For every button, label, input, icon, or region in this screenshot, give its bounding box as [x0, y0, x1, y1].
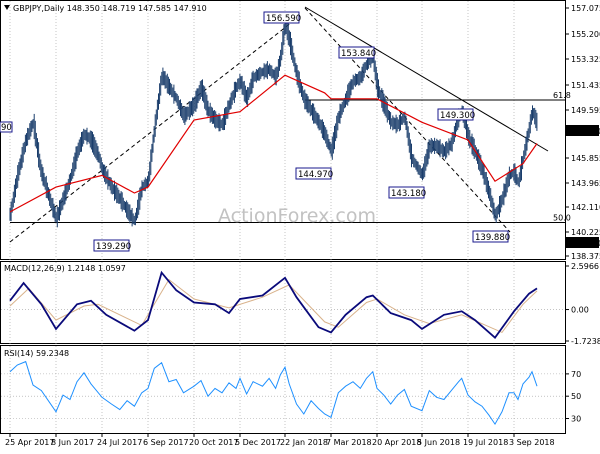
left-edge-label: 90: [1, 123, 12, 133]
macd-y-tick-label: -1.7238: [571, 337, 600, 346]
y-axes: 157.075 155.200 153.325 151.435 149.595 147.9…: [0, 4, 600, 424]
price-axis-marker-label: 139.290: [570, 239, 600, 248]
fib-swing-line-down: [304, 7, 511, 233]
price-annotation-label: 139.290: [96, 242, 131, 252]
x-tick-label: 19 Jul 2018: [463, 438, 508, 447]
price-y-tick-label: 149.595: [571, 106, 600, 115]
price-annotation-box: [263, 11, 300, 24]
price-annotation-label: 144.970: [298, 170, 333, 180]
price-y-tick-label: 138.375: [571, 252, 600, 261]
macd-lines: [1, 270, 565, 340]
rsi-title: RSI(14) 59.2348: [4, 349, 69, 358]
price-annotation-label: 139.880: [475, 233, 510, 243]
x-tick-label: 22 Jan 2018: [280, 438, 328, 447]
price-title: GBPJPY,Daily 148.350 148.719 147.585 147…: [4, 4, 207, 13]
title-triangle-icon: [4, 5, 10, 10]
moving-average-line: [9, 74, 538, 213]
x-tick-label: 5 Dec 2017: [235, 438, 281, 447]
rsi-y-tick-label: 50: [571, 392, 581, 401]
x-tick-label: 20 Apr 2018: [372, 438, 421, 447]
price-series: [9, 15, 538, 228]
x-tick-label: 24 Jul 2017: [97, 438, 142, 447]
x-tick-label: 8 Jun 2017: [51, 438, 94, 447]
price-annotation-box: [93, 239, 130, 252]
price-annotation-box: [472, 230, 509, 243]
price-y-tick-label: 151.435: [571, 81, 600, 90]
rsi-line-series: [9, 360, 538, 426]
rsi-y-tick-label: 30: [571, 415, 581, 424]
price-y-tick-label: 153.325: [571, 55, 600, 64]
macd-panel-frame: [0, 261, 566, 344]
macd-main-line: [9, 270, 538, 340]
price-y-tick-label: 143.965: [571, 179, 600, 188]
price-y-tick-label: 140.225: [571, 228, 600, 237]
fib-level-label: 50.0: [553, 213, 571, 222]
price-annotation-label: 149.300: [440, 111, 475, 121]
price-title-text: GBPJPY,Daily 148.350 148.719 147.585 147…: [13, 4, 207, 13]
price-y-tick-label: 142.110: [571, 203, 600, 212]
macd-y-tick-label: 0.00: [571, 306, 589, 315]
moving-average: [9, 74, 538, 213]
rsi-line: [1, 360, 565, 426]
x-tick-label: 7 Mar 2018: [326, 438, 372, 447]
x-tick-label: 3 Sep 2018: [509, 438, 555, 447]
rsi-panel-frame: [0, 345, 566, 434]
fibonacci-levels: 61.8 50.0: [10, 91, 571, 223]
price-annotation-box: [437, 108, 474, 121]
price-annotation-label: 156.590: [266, 14, 301, 24]
x-tick-label: 25 Apr 2017: [5, 438, 54, 447]
macd-title: MACD(12,26,9) 1.2148 1.0597: [4, 264, 126, 273]
grid-lines: [9, 1, 515, 433]
watermark: ActionForex.com: [218, 205, 376, 227]
price-annotation-box: [295, 167, 332, 180]
left-edge-label-box: [0, 121, 13, 133]
price-axis-marker-box: [566, 125, 599, 136]
price-annotation-label: 153.840: [341, 49, 376, 59]
falling-trendline: [304, 6, 549, 152]
fib-level-label: 61.8: [553, 91, 571, 100]
price-annotation-box: [388, 186, 425, 199]
x-tick-label: 5 Jun 2018: [417, 438, 460, 447]
x-tick-label: 20 Oct 2017: [189, 438, 238, 447]
rsi-y-tick-label: 70: [571, 370, 581, 379]
price-annotation-box: [338, 46, 375, 59]
macd-y-tick-label: 2.5966: [571, 262, 599, 271]
price-y-tick-label: 145.855: [571, 154, 600, 163]
price-annotation-label: 143.180: [391, 189, 426, 199]
x-tick-label: 6 Sep 2017: [143, 438, 189, 447]
price-y-tick-label: 155.200: [571, 30, 600, 39]
price-axis-marker-box: [566, 237, 599, 248]
price-annotations: 156.590 153.840 149.300 144.970 143.180 139.8…: [93, 11, 510, 252]
price-axis-marker-label: 147.910: [570, 127, 600, 136]
price-y-tick-label: 157.075: [571, 4, 600, 13]
